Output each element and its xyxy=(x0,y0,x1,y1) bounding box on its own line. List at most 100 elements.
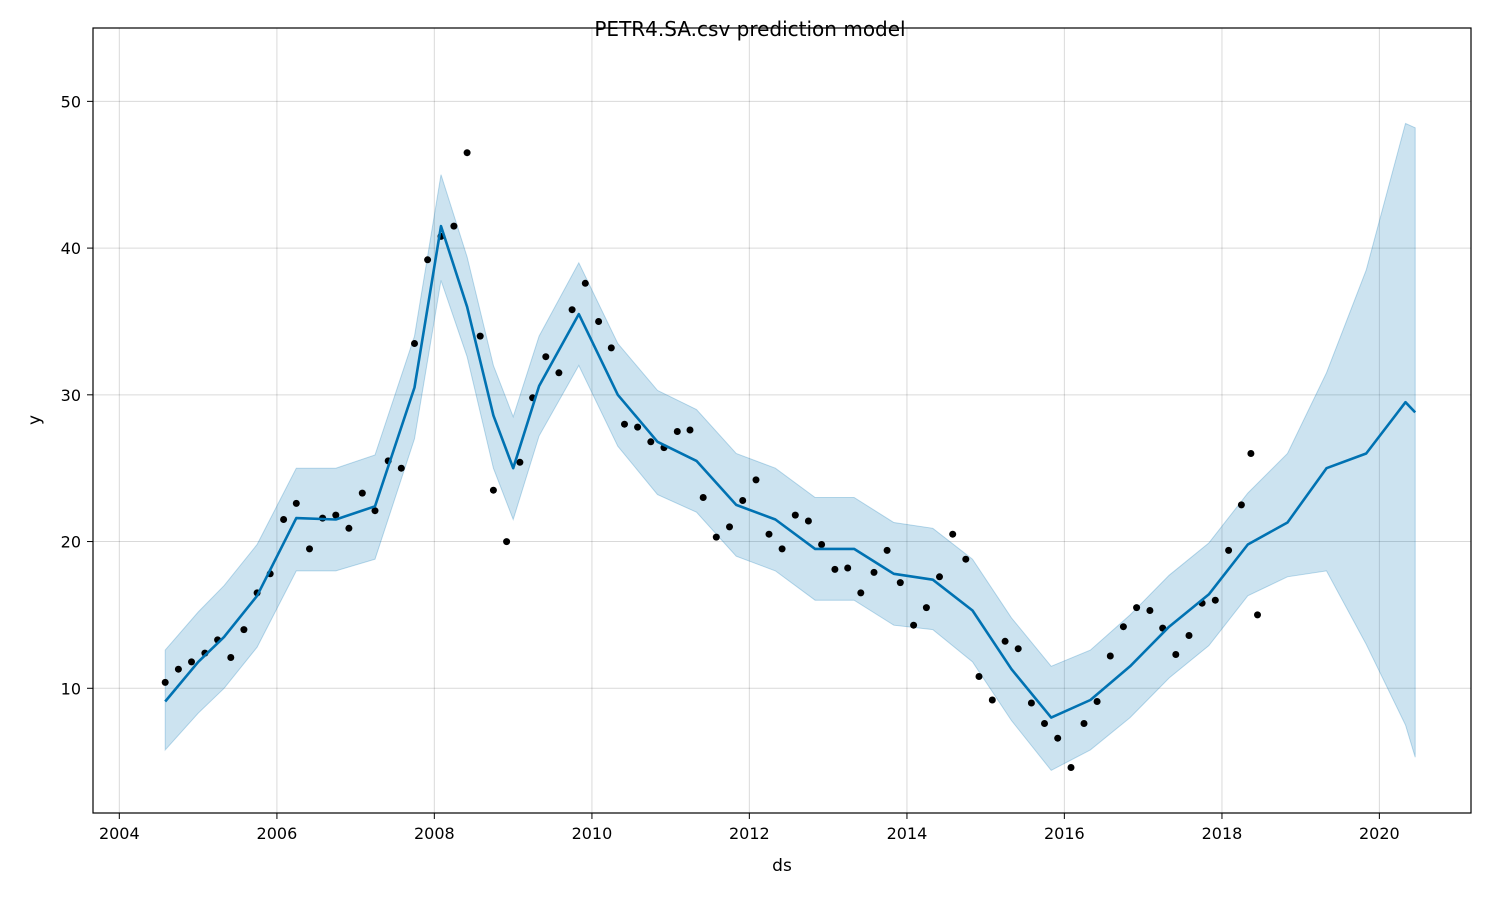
x-tick-label: 2018 xyxy=(1202,824,1243,843)
observed-point xyxy=(791,511,799,519)
observed-point xyxy=(581,279,589,287)
x-axis: 2004 2006 2008 2010 2012 2014 2016 2018 2020 xyxy=(99,813,1400,843)
observed-point xyxy=(699,494,707,501)
observed-point xyxy=(397,464,405,472)
plot-frame xyxy=(92,27,1472,814)
observed-point xyxy=(1054,734,1062,742)
observed-point xyxy=(962,555,970,563)
observed-point xyxy=(1119,623,1127,631)
observed-point xyxy=(857,589,865,597)
observed-point xyxy=(306,545,313,553)
observed-point xyxy=(647,438,655,446)
observed-point xyxy=(804,517,812,525)
observed-point xyxy=(975,673,983,680)
observed-point xyxy=(1133,604,1141,612)
x-tick-label: 2012 xyxy=(729,824,770,843)
observed-point xyxy=(936,573,943,581)
observed-point xyxy=(765,530,773,538)
y-axis-title: y xyxy=(25,415,45,425)
observed-point xyxy=(607,344,615,352)
observed-point xyxy=(870,568,878,576)
observed-point xyxy=(673,428,681,435)
observed-point xyxy=(988,696,996,704)
observed-points xyxy=(161,149,1261,771)
observed-point xyxy=(818,541,826,548)
observed-point xyxy=(1080,720,1088,727)
observed-point xyxy=(726,523,733,531)
observed-point xyxy=(371,507,379,515)
observed-point xyxy=(174,665,182,673)
observed-point xyxy=(896,579,904,587)
observed-point xyxy=(883,546,891,554)
observed-point xyxy=(161,678,169,686)
forecast-line xyxy=(164,224,1417,719)
observed-point xyxy=(188,658,195,666)
y-tick-label: 40 xyxy=(61,239,81,258)
x-tick-label: 2004 xyxy=(99,824,140,843)
y-tick-label: 20 xyxy=(61,533,81,552)
observed-point xyxy=(292,499,300,507)
observed-point xyxy=(1237,501,1245,509)
observed-point xyxy=(712,533,720,541)
x-axis-title: ds xyxy=(772,856,792,876)
observed-point xyxy=(1093,698,1101,705)
observed-point xyxy=(345,524,353,532)
observed-point xyxy=(450,222,458,230)
x-tick-label: 2006 xyxy=(257,824,298,843)
observed-point xyxy=(516,458,524,466)
observed-point xyxy=(555,369,563,377)
observed-point xyxy=(503,538,511,546)
observed-point xyxy=(411,340,418,347)
observed-point xyxy=(227,654,235,661)
observed-point xyxy=(739,497,747,504)
observed-point xyxy=(1185,632,1193,639)
observed-point xyxy=(1254,611,1261,619)
chart-title: PETR4.SA.csv prediction model xyxy=(594,17,905,41)
x-tick-label: 2010 xyxy=(572,824,613,843)
uncertainty-band-area xyxy=(164,122,1416,772)
observed-point xyxy=(1067,764,1075,771)
y-tick-label: 10 xyxy=(61,679,81,698)
observed-point xyxy=(910,621,918,629)
observed-point xyxy=(280,516,288,523)
observed-point xyxy=(1001,637,1009,645)
uncertainty-band xyxy=(164,122,1416,772)
observed-point xyxy=(1146,607,1154,614)
y-axis: 10 20 30 40 50 xyxy=(61,92,93,698)
observed-point xyxy=(463,149,471,157)
observed-point xyxy=(1014,645,1022,653)
observed-point xyxy=(1211,596,1219,604)
observed-point xyxy=(1225,546,1233,554)
observed-point xyxy=(949,530,957,538)
observed-point xyxy=(831,565,839,573)
x-tick-label: 2014 xyxy=(887,824,928,843)
observed-point xyxy=(568,306,576,314)
observed-point xyxy=(621,420,628,428)
observed-point xyxy=(1172,651,1180,658)
observed-point xyxy=(778,545,786,553)
forecast-line-group xyxy=(164,224,1417,719)
observed-point xyxy=(634,423,642,431)
observed-point xyxy=(489,486,497,494)
observed-point xyxy=(424,256,432,264)
observed-point xyxy=(1247,450,1255,457)
observed-point xyxy=(542,353,550,361)
observed-point xyxy=(686,426,694,434)
grid xyxy=(93,28,1471,813)
observed-point xyxy=(1027,699,1035,707)
y-tick-label: 50 xyxy=(61,92,81,111)
x-tick-label: 2016 xyxy=(1044,824,1085,843)
y-tick-label: 30 xyxy=(61,386,81,405)
observed-point xyxy=(752,476,760,484)
x-tick-label: 2008 xyxy=(414,824,455,843)
observed-point xyxy=(844,564,852,572)
observed-point xyxy=(595,318,603,325)
observed-point xyxy=(332,511,340,519)
observed-point xyxy=(476,332,484,340)
x-tick-label: 2020 xyxy=(1359,824,1400,843)
observed-point xyxy=(922,604,930,612)
observed-point xyxy=(358,489,366,497)
observed-point xyxy=(1041,720,1048,727)
